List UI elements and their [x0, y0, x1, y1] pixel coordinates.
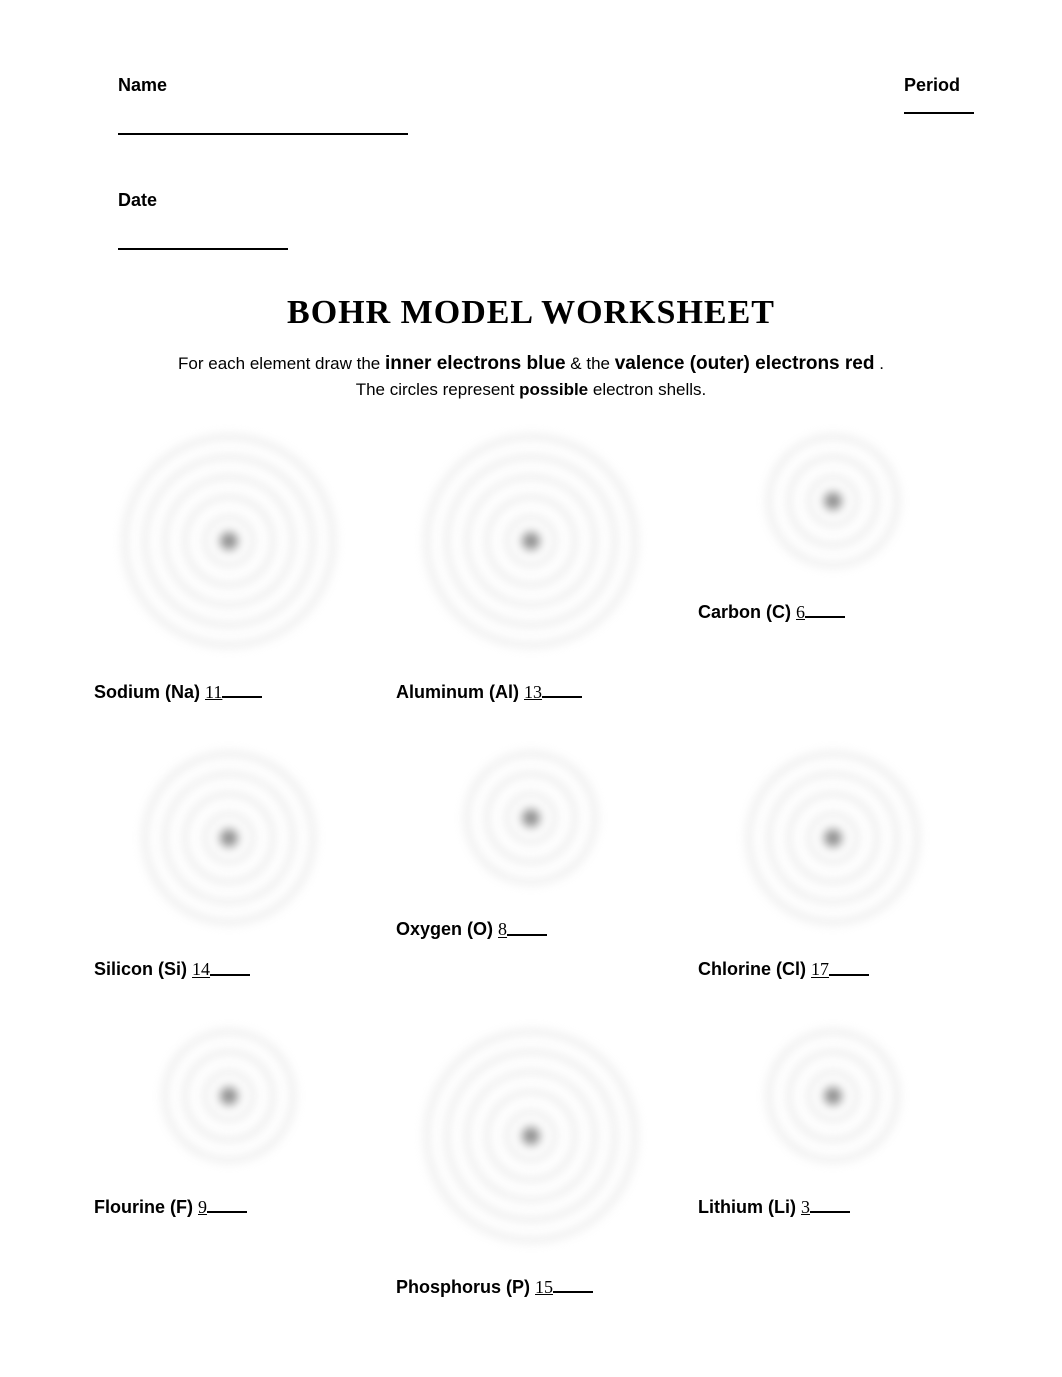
atomic-number: 13: [524, 682, 542, 702]
instructions: For each element draw the inner electron…: [88, 350, 974, 402]
answer-blank[interactable]: [210, 959, 250, 975]
intro-l1-post: .: [879, 354, 884, 373]
answer-blank[interactable]: [542, 682, 582, 698]
nucleus: [220, 829, 238, 847]
element-cell: Phosphorus (P) 15: [390, 1021, 672, 1298]
bohr-diagram[interactable]: [456, 743, 606, 893]
element-name: Carbon (C): [698, 602, 791, 622]
intro-valence-electrons: valence (outer) electrons red: [615, 353, 875, 374]
element-label: Flourine (F) 9: [88, 1197, 247, 1218]
bohr-diagram[interactable]: [738, 743, 928, 933]
bohr-diagram[interactable]: [154, 1021, 304, 1171]
element-label: Oxygen (O) 8: [390, 919, 547, 940]
date-blank[interactable]: [118, 232, 288, 250]
element-label: Phosphorus (P) 15: [390, 1277, 593, 1298]
bohr-diagram[interactable]: [134, 743, 324, 933]
name-blank[interactable]: [118, 117, 408, 135]
answer-blank[interactable]: [507, 919, 547, 935]
answer-blank[interactable]: [829, 959, 869, 975]
element-cell: Aluminum (Al) 13: [390, 426, 672, 703]
intro-possible: possible: [519, 380, 588, 399]
element-name: Phosphorus (P): [396, 1277, 530, 1297]
bohr-diagram[interactable]: [758, 1021, 908, 1171]
element-name: Silicon (Si): [94, 960, 187, 980]
bohr-diagram[interactable]: [416, 1021, 646, 1251]
element-name: Aluminum (Al): [396, 682, 519, 702]
element-cell: Carbon (C) 6: [692, 426, 974, 703]
intro-l1-mid: & the: [570, 354, 614, 373]
period-blank[interactable]: [904, 96, 974, 114]
page-title: BOHR MODEL WORKSHEET: [88, 294, 974, 332]
nucleus: [522, 532, 540, 550]
element-label: Carbon (C) 6: [692, 602, 845, 623]
nucleus: [824, 829, 842, 847]
nucleus: [220, 532, 238, 550]
date-field[interactable]: Date: [88, 169, 288, 276]
intro-l2-post: electron shells.: [593, 380, 706, 399]
intro-l2-pre: The circles represent: [356, 380, 519, 399]
period-field[interactable]: Period: [874, 54, 974, 161]
element-label: Sodium (Na) 11: [88, 682, 262, 703]
element-label: Silicon (Si) 14: [88, 959, 250, 980]
atomic-number: 8: [498, 920, 507, 940]
atomic-number: 3: [801, 1197, 810, 1217]
nucleus: [522, 1127, 540, 1145]
answer-blank[interactable]: [207, 1197, 247, 1213]
element-label: Lithium (Li) 3: [692, 1197, 850, 1218]
element-label: Aluminum (Al) 13: [390, 682, 582, 703]
answer-blank[interactable]: [810, 1197, 850, 1213]
period-label: Period: [904, 75, 960, 95]
bohr-diagram[interactable]: [416, 426, 646, 656]
header-row-2: Date: [88, 169, 974, 276]
element-name: Oxygen (O): [396, 920, 493, 940]
nucleus: [522, 809, 540, 827]
nucleus: [220, 1087, 238, 1105]
element-grid: Sodium (Na) 11 Aluminum (Al) 13 Carbon (C)…: [88, 426, 974, 1298]
name-label: Name: [118, 75, 167, 95]
element-cell: Lithium (Li) 3: [692, 1021, 974, 1298]
element-label: Chlorine (Cl) 17: [692, 959, 869, 980]
date-label: Date: [118, 190, 157, 210]
element-name: Lithium (Li): [698, 1197, 796, 1217]
name-field[interactable]: Name: [88, 54, 408, 161]
element-name: Flourine (F): [94, 1197, 193, 1217]
element-name: Sodium (Na): [94, 682, 200, 702]
element-name: Chlorine (Cl): [698, 960, 806, 980]
atomic-number: 15: [535, 1277, 553, 1297]
element-cell: Sodium (Na) 11: [88, 426, 370, 703]
atomic-number: 17: [811, 960, 829, 980]
atomic-number: 11: [205, 682, 222, 702]
atomic-number: 14: [192, 960, 210, 980]
element-cell: Silicon (Si) 14: [88, 743, 370, 980]
answer-blank[interactable]: [222, 682, 262, 698]
nucleus: [824, 1087, 842, 1105]
element-cell: Oxygen (O) 8: [390, 743, 672, 980]
element-cell: Flourine (F) 9: [88, 1021, 370, 1298]
answer-blank[interactable]: [805, 602, 845, 618]
worksheet-page: Name Period Date BOHR MODEL WORKSHEET Fo…: [0, 0, 1062, 1298]
header-row-1: Name Period: [88, 54, 974, 161]
atomic-number: 6: [796, 602, 805, 622]
intro-inner-electrons: inner electrons blue: [385, 353, 566, 374]
answer-blank[interactable]: [553, 1277, 593, 1293]
nucleus: [824, 492, 842, 510]
atomic-number: 9: [198, 1197, 207, 1217]
intro-l1-pre: For each element draw the: [178, 354, 385, 373]
element-cell: Chlorine (Cl) 17: [692, 743, 974, 980]
bohr-diagram[interactable]: [114, 426, 344, 656]
bohr-diagram[interactable]: [758, 426, 908, 576]
